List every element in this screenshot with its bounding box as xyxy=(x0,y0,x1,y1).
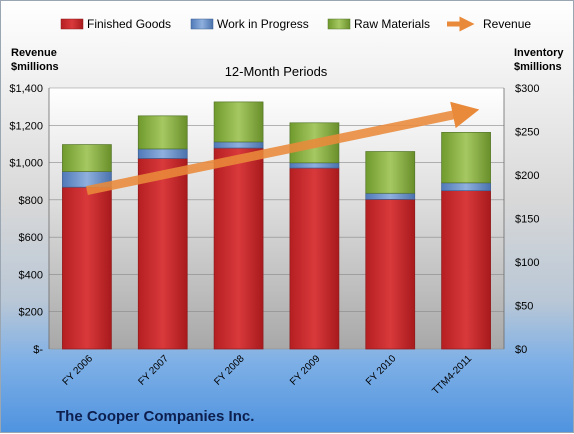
bar-raw-materials xyxy=(442,132,491,182)
bar-raw-materials xyxy=(138,116,187,149)
left-tick-label: $1,200 xyxy=(9,120,43,132)
category-label: FY 2007 xyxy=(136,353,171,388)
bar-finished-goods xyxy=(366,199,415,349)
legend-swatch-raw-materials xyxy=(328,19,350,29)
left-tick-label: $200 xyxy=(19,307,43,319)
bar-work-in-progress xyxy=(214,142,263,148)
bar-raw-materials xyxy=(214,102,263,142)
bar-work-in-progress xyxy=(138,149,187,159)
right-axis-title-line-1: Inventory xyxy=(514,47,564,59)
plot-area xyxy=(49,88,504,349)
bar-finished-goods xyxy=(290,168,339,349)
left-tick-label: $400 xyxy=(19,269,43,281)
left-tick-label: $1,000 xyxy=(9,158,43,170)
bar-finished-goods xyxy=(442,191,491,349)
left-tick-label: $1,400 xyxy=(9,83,43,95)
legend-swatch-work-in-progress xyxy=(191,19,213,29)
left-axis-title-line-2: $millions xyxy=(11,61,59,73)
category-label: FY 2008 xyxy=(212,353,247,388)
bar-work-in-progress xyxy=(366,193,415,199)
right-axis: $0 $50 $100 $150 $200 $250 $300 xyxy=(504,83,539,356)
right-tick-label: $150 xyxy=(515,214,539,226)
legend-label-revenue: Revenue xyxy=(483,17,531,31)
right-tick-label: $50 xyxy=(515,301,533,313)
left-tick-label: $600 xyxy=(19,232,43,244)
bar-finished-goods xyxy=(138,158,187,349)
right-tick-label: $200 xyxy=(515,170,539,182)
right-tick-label: $0 xyxy=(515,344,527,356)
legend-label-raw-materials: Raw Materials xyxy=(354,17,430,31)
right-tick-label: $100 xyxy=(515,257,539,269)
bar-work-in-progress xyxy=(290,163,339,168)
category-axis: FY 2006 FY 2007 FY 2008 FY 2009 FY 2010 TTM4-… xyxy=(61,353,475,397)
chart-subtitle: 12-Month Periods xyxy=(225,64,328,79)
bar-raw-materials xyxy=(62,145,111,172)
bar-finished-goods xyxy=(214,148,263,349)
company-name: The Cooper Companies Inc. xyxy=(56,408,254,425)
category-label: FY 2006 xyxy=(61,353,96,388)
left-tick-label: $- xyxy=(33,344,43,356)
right-tick-label: $300 xyxy=(515,83,539,95)
legend-swatch-finished-goods xyxy=(61,19,83,29)
bar-finished-goods xyxy=(62,187,111,349)
bar-work-in-progress xyxy=(442,183,491,191)
legend: Finished Goods Work in Progress Raw Mate… xyxy=(61,17,531,31)
category-label: FY 2009 xyxy=(288,353,323,388)
left-tick-label: $800 xyxy=(19,195,43,207)
left-axis-title-line-1: Revenue xyxy=(11,47,57,59)
category-label: TTM4-2011 xyxy=(430,353,474,397)
right-axis-title-line-2: $millions xyxy=(514,61,562,73)
bar-raw-materials xyxy=(366,152,415,194)
left-axis: $- $200 $400 $600 $800 $1,000 $1,200 $1,400 xyxy=(9,83,49,356)
legend-label-finished-goods: Finished Goods xyxy=(87,17,171,31)
category-label: FY 2010 xyxy=(364,353,399,388)
legend-label-work-in-progress: Work in Progress xyxy=(217,17,309,31)
right-tick-label: $250 xyxy=(515,127,539,139)
